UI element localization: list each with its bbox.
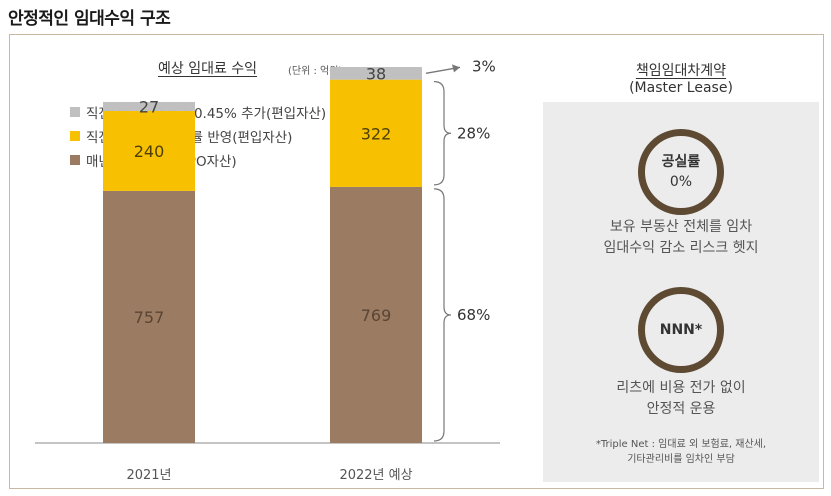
chart-unit: (단위 : 억원): [288, 66, 343, 77]
bar-segment-additional: [330, 66, 422, 80]
nnn-description-line: 안정적 운용: [646, 401, 716, 417]
bar-segment-ipo: [330, 186, 422, 443]
vacancy-description-line: 보유 부동산 전체를 임차: [609, 219, 753, 235]
data-label-additional: 38: [366, 64, 386, 83]
nnn-ring: NNN*: [638, 287, 724, 373]
nnn-description: 리츠에 비용 전가 없이 안정적 운용: [543, 378, 819, 420]
x-tick-label: 2021년: [126, 468, 171, 483]
vacancy-description: 보유 부동산 전체를 임차 임대수익 감소 리스크 헷지: [543, 217, 819, 259]
legend-swatch-ipo: [70, 155, 80, 165]
footnote-line: 기타관리비를 임차인 부담: [627, 454, 735, 465]
x-tick-label: 2022년 예상: [339, 468, 412, 483]
master-lease-subtitle: (Master Lease): [629, 80, 733, 96]
data-label-ipo: 757: [134, 308, 165, 327]
annotation-brace-middle: [433, 81, 452, 186]
annotation-brace-bottom: [433, 188, 452, 442]
bar-segment-cpi: [330, 79, 422, 187]
data-label-ipo: 769: [361, 306, 392, 325]
vacancy-rate-value: 0%: [669, 174, 693, 190]
legend-swatch-additional: [70, 107, 80, 117]
bar-segment-additional: [103, 101, 195, 111]
nnn-label: NNN*: [659, 322, 703, 338]
data-label-cpi: 240: [134, 142, 165, 161]
bar-segment-ipo: [103, 190, 195, 443]
annotation-label-middle: 28%: [457, 124, 490, 142]
content-frame: [9, 34, 824, 489]
bar-segment-cpi: [103, 110, 195, 191]
data-label-additional: 27: [139, 97, 159, 116]
page-title: 안정적인 임대수익 구조: [8, 9, 171, 29]
chart-title: 예상 임대료 수익: [158, 61, 258, 77]
nnn-description-line: 리츠에 비용 전가 없이: [616, 380, 746, 396]
vacancy-rate-ring: 공실률 0%: [638, 129, 724, 215]
vacancy-rate-label: 공실률: [661, 154, 701, 170]
data-label-cpi: 322: [361, 124, 392, 143]
footnote-line: *Triple Net : 임대료 외 보험료, 재산세,: [595, 439, 767, 450]
annotation-arrowhead: [452, 64, 460, 73]
legend-swatch-cpi: [70, 131, 80, 141]
annotation-label-bottom: 68%: [457, 306, 490, 324]
vacancy-description-line: 임대수익 감소 리스크 헷지: [603, 240, 759, 256]
triple-net-footnote: *Triple Net : 임대료 외 보험료, 재산세, 기타관리비를 임차인…: [543, 437, 819, 467]
annotation-label-top: 3%: [472, 57, 496, 75]
master-lease-title: 책임임대차계약: [635, 63, 727, 79]
